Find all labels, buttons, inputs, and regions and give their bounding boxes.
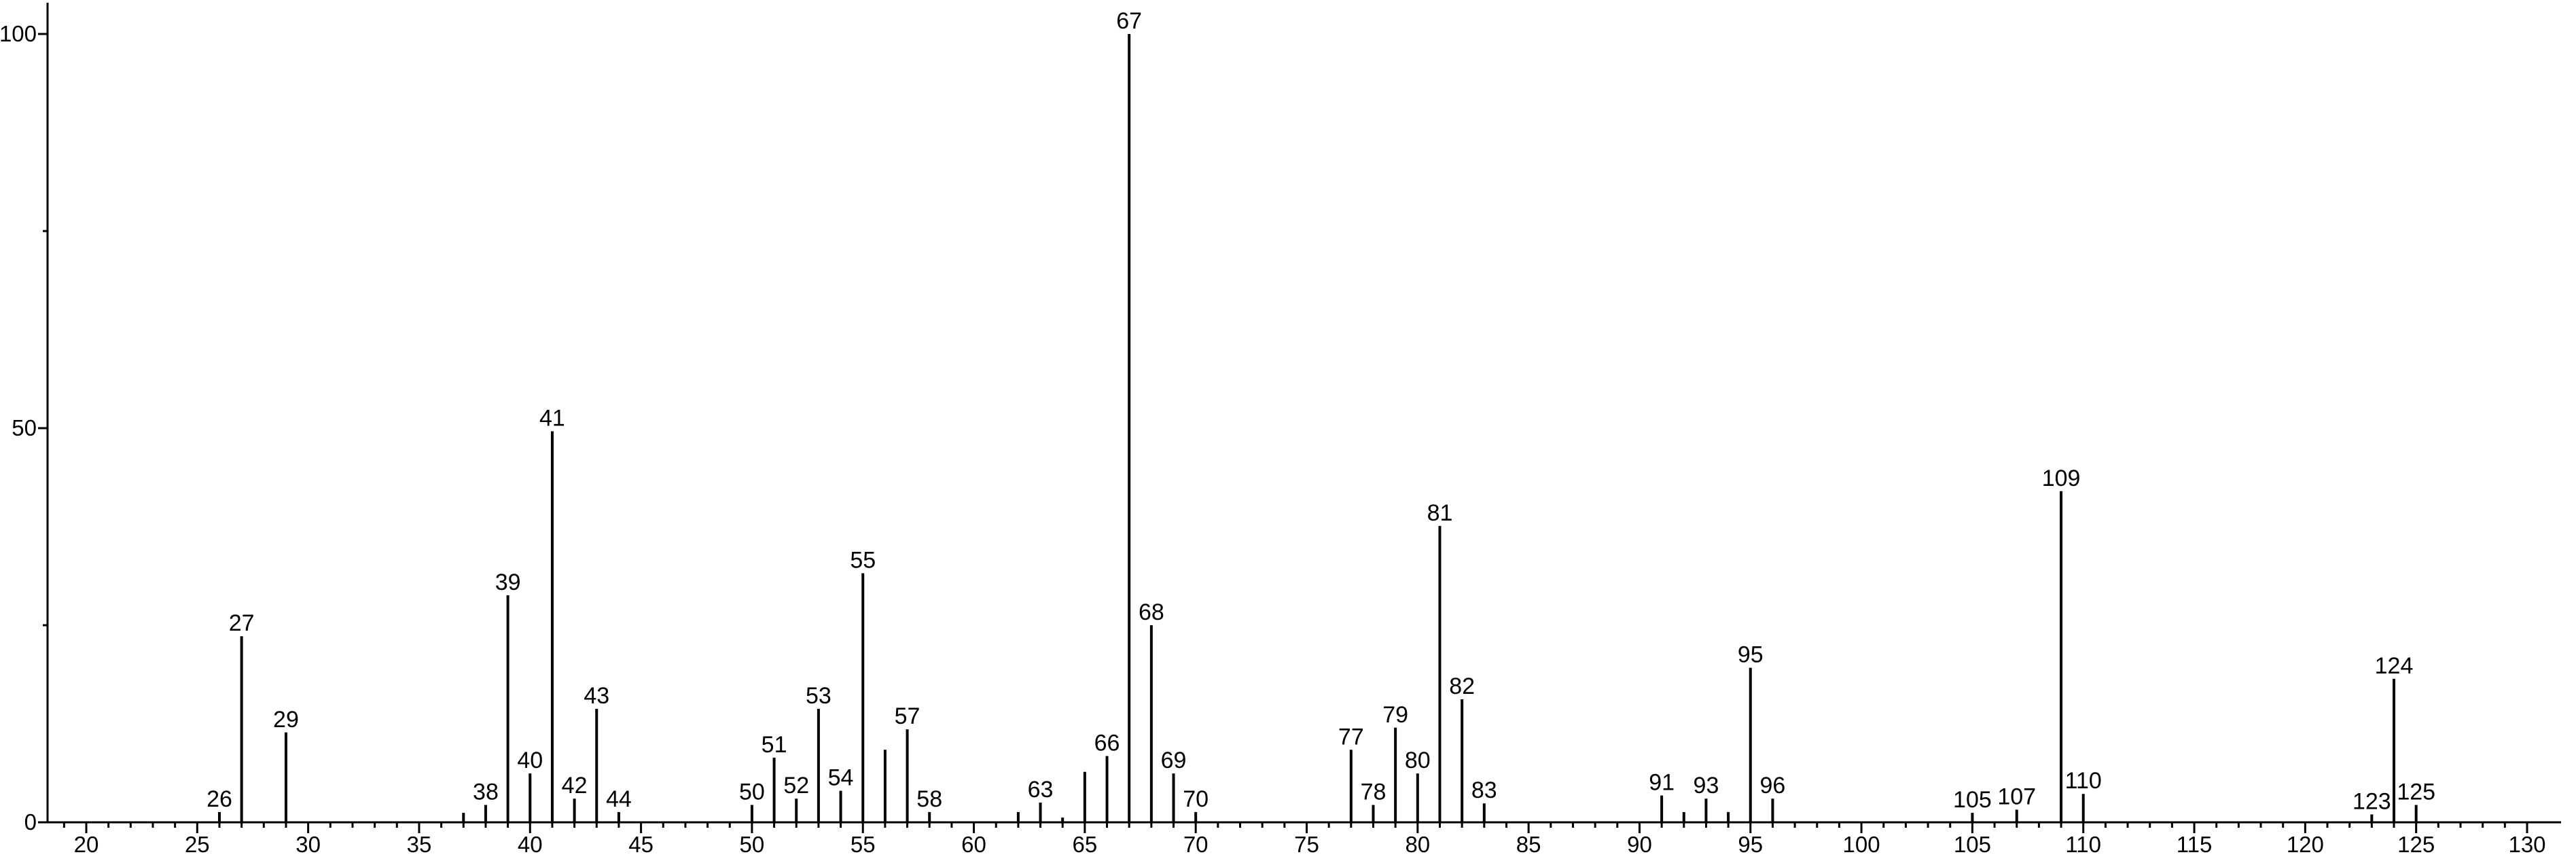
peak-label: 77 — [1338, 724, 1364, 750]
peak-label: 63 — [1028, 777, 1054, 803]
y-tick-label: 0 — [24, 809, 37, 835]
x-tick-label: 40 — [518, 832, 543, 857]
x-tick-label: 120 — [2287, 832, 2324, 857]
peak-label: 110 — [2065, 768, 2102, 794]
x-axis-ticks: 20 25 30 35 40 45 50 55 60 65 70 75 80 85 90 95 100 105 11… — [62, 822, 2546, 857]
peak-label: 78 — [1361, 779, 1387, 805]
peak-label: 66 — [1094, 731, 1120, 756]
axes: 0 50 100 — [0, 3, 2561, 835]
peak-label: 50 — [739, 779, 765, 805]
peak-label: 40 — [517, 748, 543, 773]
peak-label: 57 — [895, 703, 920, 729]
peak-label: 93 — [1694, 773, 1719, 799]
peak-label: 96 — [1760, 773, 1786, 799]
peak-label: 69 — [1161, 748, 1187, 773]
peak-label: 55 — [850, 547, 876, 573]
x-tick-label: 115 — [2177, 832, 2213, 857]
x-tick-label: 20 — [74, 832, 99, 857]
x-tick-label: 125 — [2397, 832, 2435, 857]
peak-label: 91 — [1649, 770, 1675, 796]
peak-labels: 26 27 29 38 39 40 41 42 43 44 50 51 52 53 54 55 57 58 63 66… — [207, 8, 2435, 814]
peak-label: 67 — [1116, 8, 1142, 34]
x-tick-label: 100 — [1843, 832, 1880, 857]
x-tick-label: 60 — [961, 832, 986, 857]
peak-label: 82 — [1449, 673, 1475, 699]
peak-label: 125 — [2397, 779, 2435, 805]
x-tick-label: 45 — [628, 832, 654, 857]
peak-label: 27 — [229, 610, 255, 636]
peak-label: 44 — [606, 786, 632, 812]
peak-label: 52 — [783, 773, 809, 799]
y-tick-label: 100 — [0, 21, 37, 46]
peak-label: 70 — [1183, 786, 1209, 812]
x-tick-label: 75 — [1294, 832, 1319, 857]
x-tick-label: 90 — [1627, 832, 1652, 857]
peak-bars — [217, 34, 2418, 822]
peak-label: 53 — [806, 683, 831, 709]
peak-label: 109 — [2042, 466, 2081, 491]
x-tick-label: 65 — [1073, 832, 1098, 857]
peak-label: 79 — [1382, 702, 1408, 728]
x-tick-label: 50 — [740, 832, 765, 857]
peak-label: 26 — [207, 786, 232, 812]
peak-label: 54 — [828, 765, 854, 791]
peak-label: 41 — [539, 406, 565, 432]
peak-label: 123 — [2353, 788, 2391, 814]
x-tick-label: 95 — [1738, 832, 1763, 857]
peak-label: 58 — [916, 786, 942, 812]
peak-label: 80 — [1405, 748, 1431, 773]
peak-label: 43 — [584, 683, 609, 709]
peak-label: 83 — [1471, 777, 1497, 803]
peak-label: 124 — [2375, 653, 2414, 679]
x-tick-label: 105 — [1954, 832, 1991, 857]
peak-label: 107 — [1997, 784, 2036, 809]
peak-label: 51 — [762, 732, 787, 758]
peak-label: 95 — [1738, 642, 1764, 668]
y-tick-label: 50 — [12, 415, 37, 440]
peak-label: 105 — [1953, 787, 1992, 813]
x-tick-label: 80 — [1405, 832, 1430, 857]
x-tick-label: 70 — [1183, 832, 1209, 857]
peak-label: 38 — [473, 779, 499, 805]
peak-label: 42 — [562, 773, 588, 799]
peak-label: 81 — [1427, 500, 1453, 526]
x-tick-label: 110 — [2065, 832, 2101, 857]
x-tick-label: 55 — [851, 832, 876, 857]
x-tick-label: 35 — [407, 832, 432, 857]
peak-label: 39 — [495, 569, 521, 595]
x-tick-label: 85 — [1516, 832, 1541, 857]
x-tick-label: 25 — [185, 832, 210, 857]
peak-label: 68 — [1139, 599, 1164, 625]
x-tick-label: 30 — [296, 832, 321, 857]
x-tick-label: 130 — [2508, 832, 2545, 857]
peak-label: 29 — [273, 707, 299, 733]
